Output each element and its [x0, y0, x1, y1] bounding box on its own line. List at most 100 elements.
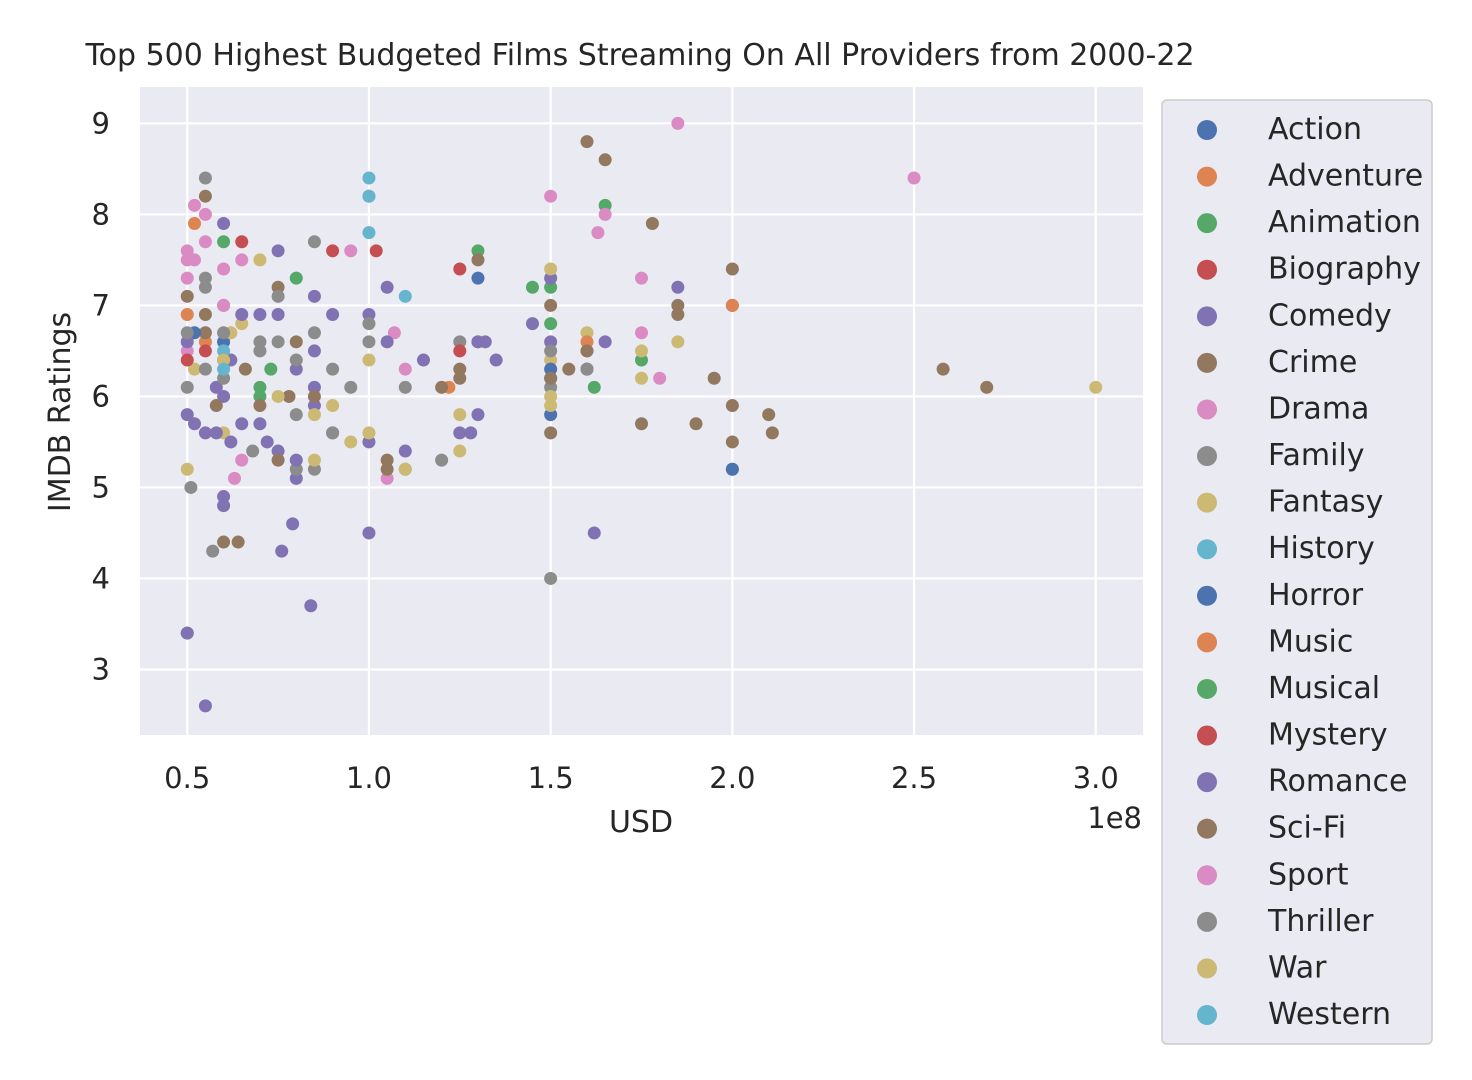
data-point	[380, 335, 394, 349]
data-point	[307, 235, 321, 249]
data-point	[253, 380, 267, 394]
legend-marker	[1197, 1005, 1217, 1025]
legend-marker	[1197, 725, 1217, 746]
legend-label: Crime	[1268, 345, 1357, 380]
series-western	[217, 189, 376, 376]
data-point	[453, 262, 467, 276]
data-point	[282, 389, 296, 403]
data-point	[544, 298, 558, 312]
x-tick-label: 3.0	[1073, 761, 1119, 795]
data-point	[307, 453, 321, 467]
data-point	[707, 371, 721, 385]
data-point	[180, 335, 194, 349]
legend-marker	[1197, 865, 1217, 886]
data-point	[198, 308, 212, 322]
data-point	[217, 262, 231, 276]
data-point	[198, 344, 212, 358]
data-point	[217, 217, 231, 231]
data-point	[671, 298, 685, 312]
data-point	[289, 353, 303, 367]
data-point	[580, 326, 594, 340]
data-point	[198, 235, 212, 249]
data-point	[398, 462, 412, 476]
data-point	[380, 280, 394, 294]
data-point	[264, 362, 278, 376]
x-tick-label: 0.5	[164, 761, 210, 795]
data-point	[471, 244, 485, 258]
data-point	[562, 362, 576, 376]
data-point	[235, 253, 249, 267]
series-thriller	[180, 280, 594, 440]
data-point	[907, 171, 921, 185]
data-point	[217, 490, 231, 504]
data-point	[217, 235, 231, 249]
data-point	[544, 353, 558, 367]
data-point	[217, 298, 231, 312]
data-point	[544, 426, 558, 440]
data-point	[380, 471, 394, 485]
legend-label: Adventure	[1268, 159, 1423, 194]
data-point	[598, 153, 612, 167]
data-point	[362, 435, 376, 449]
legend-label: Family	[1268, 438, 1365, 473]
legend-label: Action	[1268, 112, 1362, 147]
data-point	[188, 217, 202, 231]
data-point	[271, 244, 285, 258]
data-point	[238, 362, 252, 376]
y-tick-label: 8	[92, 197, 110, 231]
data-point	[271, 453, 285, 467]
legend-label: War	[1268, 950, 1327, 985]
data-point	[198, 362, 212, 376]
data-point	[453, 362, 467, 376]
y-axis-label: IMDB Ratings	[43, 312, 78, 512]
data-point	[645, 217, 659, 231]
data-point	[980, 380, 994, 394]
data-point	[591, 226, 605, 240]
data-point	[275, 544, 289, 558]
data-point	[580, 135, 594, 149]
data-point	[362, 526, 376, 540]
data-point	[544, 271, 558, 285]
data-point	[235, 317, 249, 331]
x-tick-label: 2.0	[709, 761, 755, 795]
data-point	[217, 535, 231, 549]
data-point	[217, 389, 231, 403]
data-point	[544, 262, 558, 276]
data-point	[260, 435, 274, 449]
legend-marker	[1197, 120, 1217, 140]
data-point	[198, 189, 212, 203]
data-point	[217, 362, 231, 376]
data-point	[453, 408, 467, 422]
data-point	[725, 262, 739, 276]
data-point	[326, 362, 340, 376]
data-point	[180, 626, 194, 640]
data-point	[217, 499, 231, 513]
data-point	[198, 426, 212, 440]
data-point	[344, 380, 358, 394]
data-point	[671, 308, 685, 322]
series-sport	[180, 253, 231, 312]
data-point	[180, 408, 194, 422]
x-tick-label: 1.0	[346, 761, 392, 795]
data-point	[271, 389, 285, 403]
data-point	[326, 426, 340, 440]
data-point	[217, 353, 231, 367]
data-point	[180, 289, 194, 303]
data-point	[453, 426, 467, 440]
legend-label: Sci-Fi	[1268, 811, 1346, 846]
data-point	[231, 535, 245, 549]
data-point	[198, 699, 212, 713]
data-point	[362, 171, 376, 185]
data-point	[286, 517, 300, 531]
data-point	[362, 335, 376, 349]
legend-label: Western	[1268, 997, 1391, 1032]
series-history	[217, 171, 412, 358]
data-point	[180, 326, 194, 340]
data-point	[217, 371, 231, 385]
legend-marker	[1197, 352, 1217, 373]
y-tick-label: 6	[92, 379, 110, 413]
y-tick-label: 3	[92, 652, 110, 686]
data-point	[671, 280, 685, 294]
data-point	[307, 380, 321, 394]
data-point	[253, 335, 267, 349]
